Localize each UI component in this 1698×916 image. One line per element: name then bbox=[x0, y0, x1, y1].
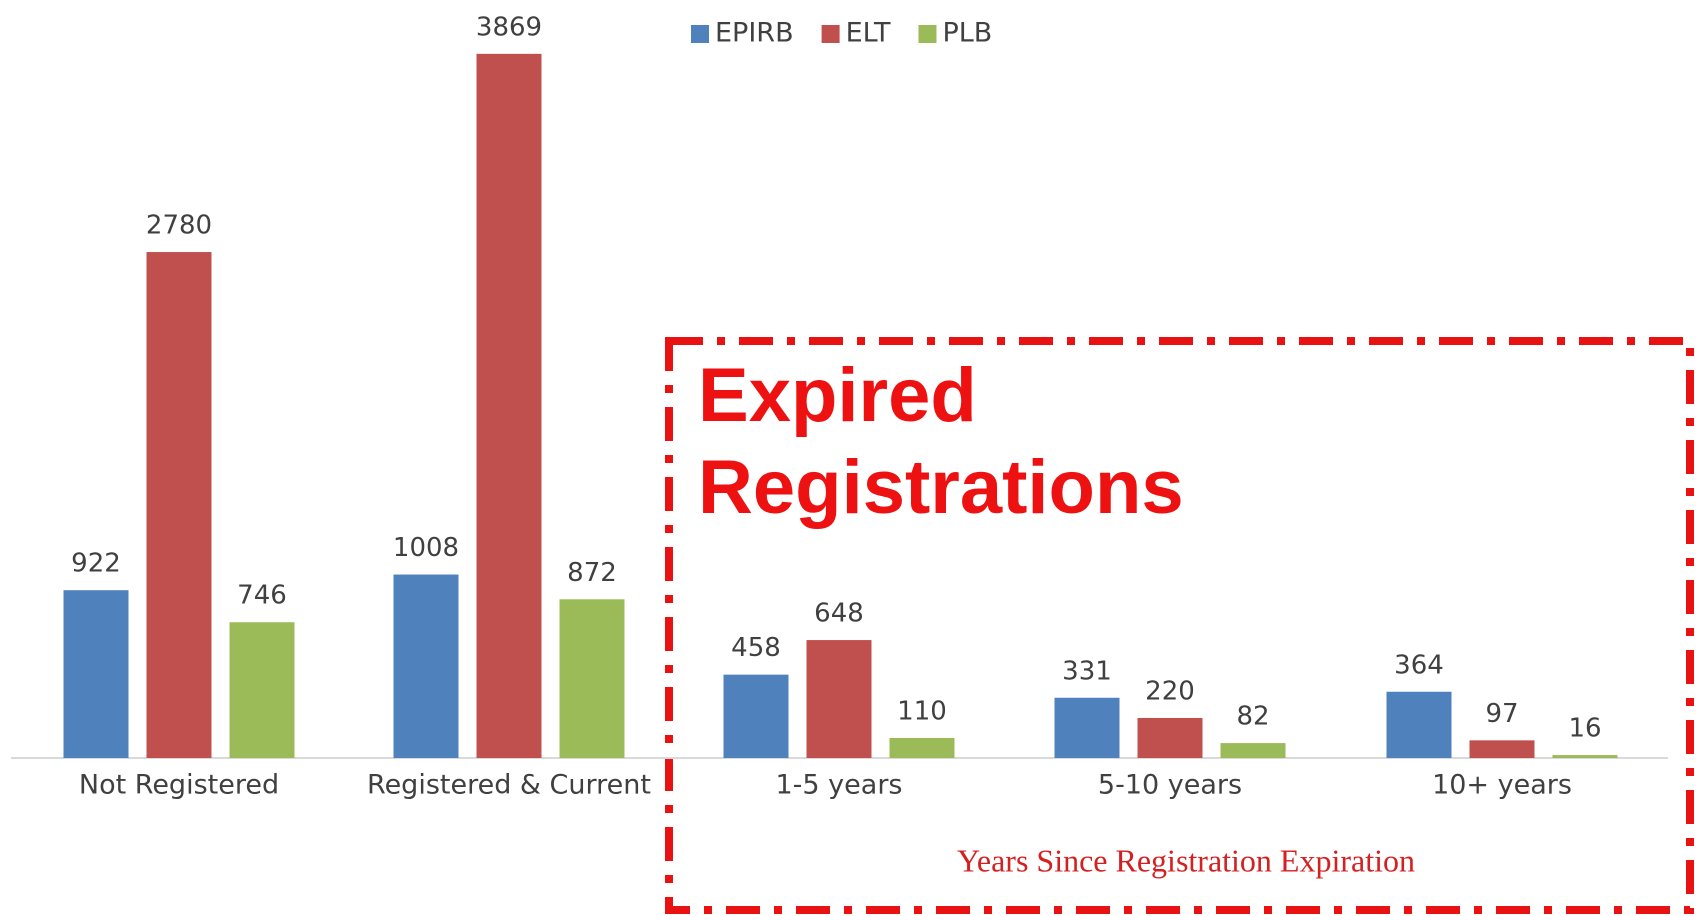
value-label: 97 bbox=[1485, 699, 1518, 729]
bar bbox=[393, 574, 459, 758]
value-label: 1008 bbox=[393, 533, 459, 563]
bar bbox=[1386, 691, 1452, 758]
legend-label: PLB bbox=[942, 18, 992, 49]
value-label: 746 bbox=[237, 581, 287, 611]
value-label: 16 bbox=[1568, 714, 1601, 744]
value-label: 922 bbox=[71, 549, 121, 579]
value-label: 110 bbox=[897, 696, 947, 726]
x-tick-label: 10+ years bbox=[1432, 770, 1572, 801]
bar bbox=[806, 640, 872, 758]
bar bbox=[1137, 717, 1203, 758]
value-label: 3869 bbox=[476, 12, 542, 42]
value-label: 872 bbox=[567, 558, 617, 588]
legend-swatch bbox=[691, 25, 709, 43]
annotation-title: Expired Registrations bbox=[698, 353, 1184, 530]
value-label: 331 bbox=[1062, 656, 1112, 686]
bar bbox=[1220, 743, 1286, 758]
legend-label: EPIRB bbox=[715, 18, 794, 49]
x-tick-label: 5-10 years bbox=[1098, 770, 1242, 801]
value-label: 2780 bbox=[146, 211, 212, 241]
bar bbox=[229, 622, 295, 758]
bar bbox=[559, 599, 625, 758]
bar bbox=[1552, 755, 1618, 758]
bar bbox=[889, 737, 955, 758]
annotation: Years Since Registration Expiration bbox=[957, 842, 1415, 878]
value-label: 82 bbox=[1236, 702, 1269, 732]
x-tick-label: Not Registered bbox=[79, 770, 279, 801]
bar bbox=[723, 674, 789, 758]
bar bbox=[1054, 697, 1120, 758]
bar bbox=[476, 53, 542, 759]
bar bbox=[63, 590, 129, 758]
value-label: 364 bbox=[1394, 650, 1444, 680]
value-label: 458 bbox=[731, 633, 781, 663]
legend-swatch bbox=[821, 25, 840, 43]
value-label: 648 bbox=[814, 599, 864, 629]
legend-swatch bbox=[918, 25, 937, 43]
legend-label: ELT bbox=[846, 18, 891, 49]
bar bbox=[1469, 740, 1535, 758]
expired-box bbox=[665, 337, 1694, 914]
value-label: 220 bbox=[1145, 676, 1195, 706]
x-tick-label: Registered & Current bbox=[367, 770, 651, 801]
bar bbox=[146, 252, 212, 759]
x-tick-label: 1-5 years bbox=[776, 770, 903, 801]
